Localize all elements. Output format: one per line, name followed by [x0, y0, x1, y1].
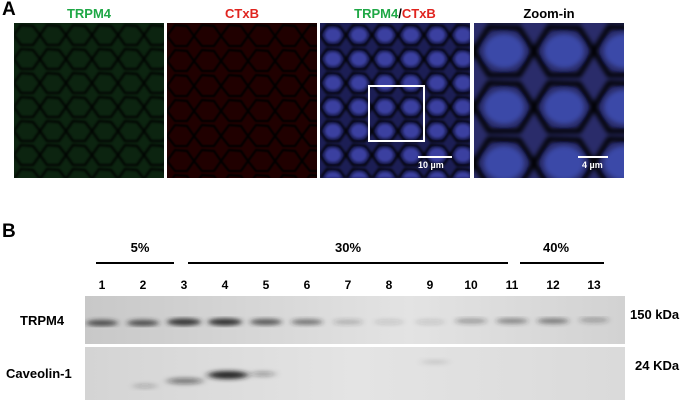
gradient-40pct: 40% — [542, 240, 570, 255]
title-merge-sep: / — [398, 6, 402, 21]
lane-10: 10 — [464, 278, 478, 292]
bracket-5pct — [96, 262, 174, 264]
lane-4: 4 — [221, 278, 229, 292]
blot-caveolin1 — [85, 347, 625, 400]
scalebar-4um — [578, 156, 608, 158]
gradient-5pct: 5% — [130, 240, 150, 255]
lane-1: 1 — [98, 278, 106, 292]
micrograph-trpm4-image — [14, 23, 164, 178]
title-ctxb: CTxB — [225, 6, 259, 21]
title-merge-trpm4: TRPM4 — [354, 6, 399, 21]
blot-caveolin1-image — [85, 347, 625, 400]
micrograph-zoom-image — [474, 23, 624, 178]
zoom-region-box — [368, 85, 425, 142]
lane-8: 8 — [385, 278, 393, 292]
lane-2: 2 — [139, 278, 147, 292]
title-merge: TRPM4/CTxB — [320, 6, 470, 21]
micrograph-merge-image — [320, 23, 470, 178]
lane-11: 11 — [505, 278, 519, 292]
lane-7: 7 — [344, 278, 352, 292]
mw-150kda: 150 kDa — [630, 307, 680, 322]
lane-9: 9 — [426, 278, 434, 292]
lane-12: 12 — [546, 278, 560, 292]
blot-trpm4-image — [85, 296, 625, 344]
lane-5: 5 — [262, 278, 270, 292]
lane-6: 6 — [303, 278, 311, 292]
panel-a-label: A — [2, 0, 16, 20]
micrograph-ctxb — [167, 23, 317, 178]
micrograph-ctxb-image — [167, 23, 317, 178]
bracket-30pct — [188, 262, 508, 264]
title-zoom: Zoom-in — [523, 6, 575, 21]
micrograph-merge: 10 µm — [320, 23, 470, 178]
mw-24kda: 24 KDa — [635, 358, 680, 373]
micrograph-trpm4 — [14, 23, 164, 178]
scalebar-4um-label: 4 µm — [582, 160, 603, 170]
row-label-caveolin1: Caveolin-1 — [6, 366, 72, 381]
panel-b-label: B — [2, 221, 16, 242]
row-label-trpm4: TRPM4 — [20, 313, 65, 328]
lane-3: 3 — [180, 278, 188, 292]
gradient-30pct: 30% — [334, 240, 362, 255]
blot-trpm4 — [85, 296, 625, 344]
title-trpm4: TRPM4 — [66, 6, 112, 21]
scalebar-10um-label: 10 µm — [418, 160, 444, 170]
title-merge-ctxb: CTxB — [401, 6, 436, 21]
bracket-40pct — [520, 262, 604, 264]
micrograph-zoom: 4 µm — [474, 23, 624, 178]
scalebar-10um — [418, 156, 452, 158]
lane-13: 13 — [587, 278, 601, 292]
